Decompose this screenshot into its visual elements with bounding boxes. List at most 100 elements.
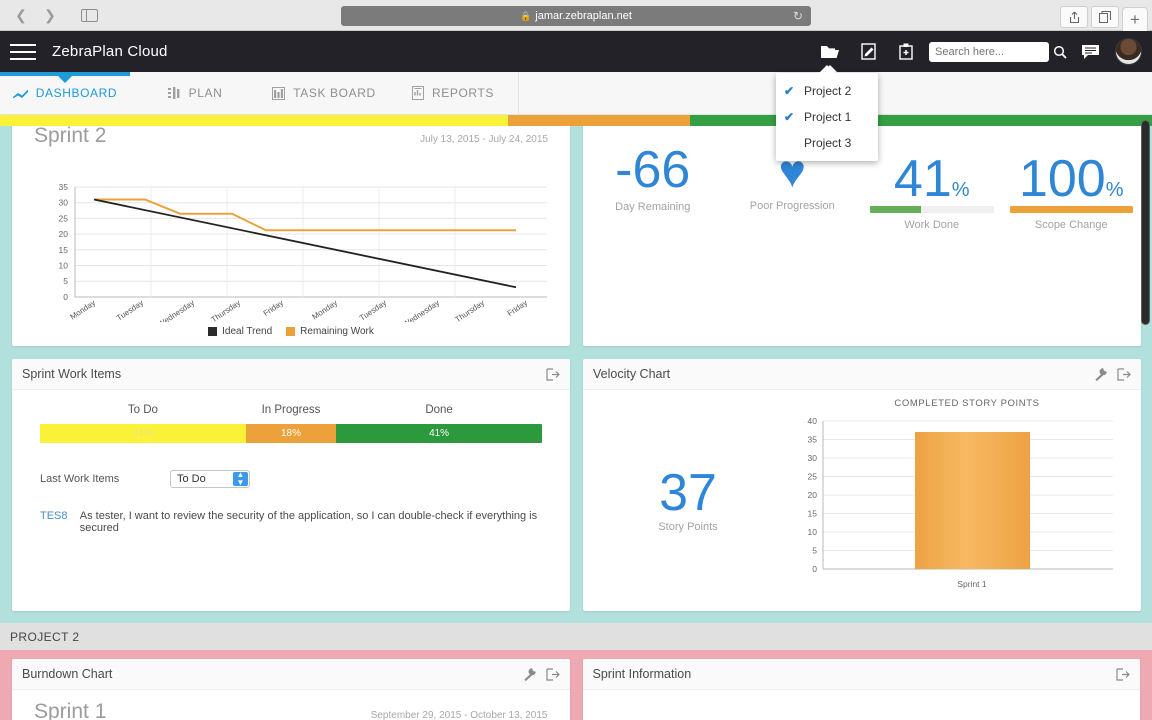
search-icon[interactable] [1049,45,1071,59]
browser-nav-buttons: ❮ ❯ [8,5,63,25]
card-title: Burndown Chart [22,667,113,681]
wrench-icon[interactable] [1094,367,1108,381]
velocity-plot: COMPLETED STORY POINTS [793,390,1141,610]
project-selector-dropdown[interactable]: ✔ Project 2 ✔ Project 1 Project 3 [776,65,878,161]
url-text: jamar.zebraplan.net [535,10,632,22]
metric-unit: % [1105,178,1124,201]
folder-icon[interactable] [811,31,849,72]
card-title: Velocity Chart [593,367,671,381]
project-dropdown-item-0[interactable]: ✔ Project 2 [776,78,878,104]
export-icon[interactable] [545,667,560,681]
address-bar[interactable]: 🔒 jamar.zebraplan.net ↻ [341,6,811,26]
chat-bubble-icon[interactable] [1071,31,1109,72]
svg-text:Monday: Monday [310,298,339,321]
sticky-bar-segment-inprogress [508,115,691,126]
project-dropdown-label: Project 3 [804,136,852,150]
legend-item-remaining-work: Remaining Work [286,326,374,337]
project-dropdown-item-1[interactable]: ✔ Project 1 [776,104,878,130]
new-tab-icon[interactable]: + [1122,7,1148,33]
check-icon: ✔ [784,110,795,124]
task-board-icon [272,86,286,100]
sprint-work-items-filter-row: Last Work Items To Do ▲ ▼ [40,470,542,488]
progress-bar-work-done [870,206,994,213]
legend-item-ideal-trend: Ideal Trend [208,326,272,337]
export-icon[interactable] [546,367,560,381]
svg-text:Wednesday: Wednesday [401,298,441,322]
back-arrow-icon[interactable]: ❮ [15,6,27,23]
burndown-header: Sprint 2 July 13, 2015 - July 24, 2015 [12,124,570,154]
swi-col-done: Done [425,404,453,416]
burndown2-sprint-name: Sprint 1 [34,700,107,720]
tab-reports[interactable]: REPORTS [388,72,518,115]
svg-text:25: 25 [808,472,818,482]
vertical-scrollbar-thumb[interactable] [1141,120,1150,325]
export-icon[interactable] [1117,367,1131,381]
svg-text:Tuesday: Tuesday [115,298,145,322]
svg-text:20: 20 [808,490,818,500]
legend-label: Remaining Work [300,326,374,337]
card-title: Sprint Work Items [22,367,122,381]
card-sprint-metrics: -66 Day Remaining ♥ Poor Progression 41% [583,124,1141,346]
legend-swatch [208,327,218,336]
user-avatar[interactable] [1115,38,1142,65]
metric-unit: % [951,178,970,201]
sticky-bar-segment-done [690,115,1152,126]
burndown-date-range: July 13, 2015 - July 24, 2015 [420,134,548,145]
card-tools [1094,367,1131,381]
velocity-body: 37 Story Points COMPLETED STORY POINTS [583,390,1141,610]
plan-icon [167,86,181,100]
header-actions [811,31,1152,72]
svg-text:10: 10 [808,527,818,537]
svg-text:10: 10 [59,261,69,271]
svg-text:30: 30 [808,453,818,463]
show-tabs-icon[interactable] [1091,6,1119,28]
add-note-icon[interactable] [887,31,925,72]
dashboard-icon [12,88,28,99]
sticky-progress-bar [0,115,1152,126]
forward-arrow-icon[interactable]: ❯ [44,6,56,23]
swi-segment-todo[interactable]: 41% [40,424,246,443]
reload-icon[interactable]: ↻ [792,9,803,23]
edit-note-icon[interactable] [849,31,887,72]
project-dropdown-label: Project 1 [804,110,852,124]
reports-icon [412,86,424,100]
tab-dashboard[interactable]: DASHBOARD [0,71,130,115]
svg-text:5: 5 [812,546,817,556]
main-tab-bar: DASHBOARD PLAN TASK BOARD REPORTS [0,71,1152,115]
tabbar-divider [518,71,519,115]
burndown2-title-row: Sprint 1 September 29, 2015 - October 13… [12,690,570,720]
swi-segment-inprogress[interactable]: 18% [245,424,337,443]
svg-text:40: 40 [808,416,818,426]
wrench-icon[interactable] [523,667,537,681]
dashboard-scroll-area[interactable]: Sprint 2 July 13, 2015 - July 24, 2015 [0,115,1152,720]
sticky-bar-segment-todo [0,115,509,126]
project-dropdown-item-2[interactable]: Project 3 [776,130,878,156]
metric-label: Work Done [904,219,960,231]
filter-label: Last Work Items [40,473,120,485]
tab-dashboard-label: DASHBOARD [35,86,118,100]
burndown2-header: Burndown Chart [12,659,570,690]
velocity-header: Velocity Chart [583,359,1141,390]
progress-fill [870,206,921,213]
chevron-updown-icon[interactable]: ▲ ▼ [233,471,248,487]
project-1-section: Sprint 2 July 13, 2015 - July 24, 2015 [0,115,1152,623]
hamburger-menu-icon[interactable] [10,42,36,62]
sidebar-toggle-icon[interactable] [75,5,103,25]
sprint-work-items-bar: 41% 18% 41% [40,424,542,443]
share-icon[interactable] [1060,6,1088,28]
card-burndown-chart-project1: Sprint 2 July 13, 2015 - July 24, 2015 [12,124,570,346]
swi-segment-done[interactable]: 41% [336,424,542,443]
metric-value: 100% [1019,153,1124,205]
sprint-work-items-columns: To Do In Progress Done [40,404,542,416]
sprint-work-items-header: Sprint Work Items [12,359,570,390]
metric-label: Scope Change [1034,219,1108,231]
export-icon[interactable] [1116,667,1130,681]
project-2-section-title: PROJECT 2 [0,623,1152,650]
tab-plan[interactable]: PLAN [130,72,260,115]
metric-day-remaining: -66 Day Remaining [583,124,723,235]
last-work-items-select[interactable]: To Do ▲ ▼ [170,470,250,488]
search-input[interactable] [929,41,1049,62]
work-item-key[interactable]: TES8 [40,510,68,522]
tab-task-board[interactable]: TASK BOARD [260,72,388,115]
browser-toolbar: ❮ ❯ 🔒 jamar.zebraplan.net ↻ + [0,0,1152,33]
